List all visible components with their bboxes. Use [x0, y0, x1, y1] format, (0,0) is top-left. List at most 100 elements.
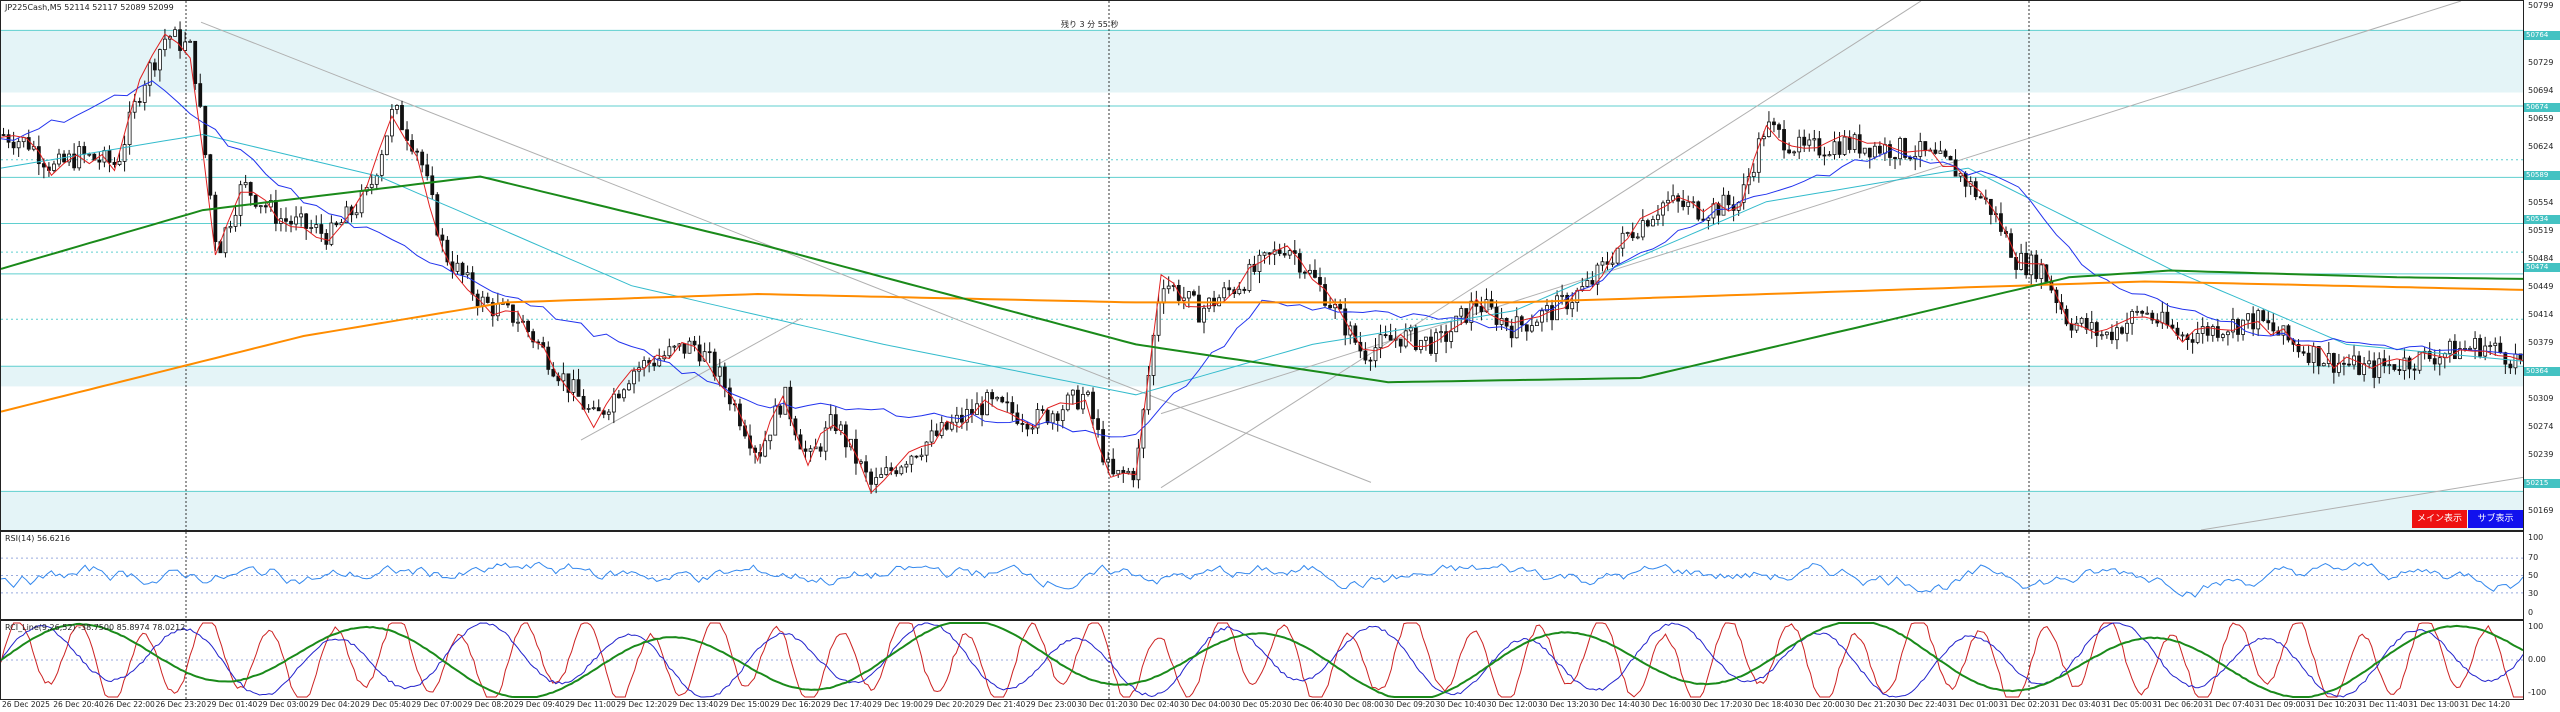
- candle-body: [506, 302, 510, 306]
- candle-body: [1449, 331, 1454, 342]
- candle-body: [213, 194, 218, 243]
- candle-body: [526, 320, 530, 332]
- candle-body: [127, 111, 132, 145]
- candle-body: [1388, 335, 1393, 341]
- time-tick: 30 Dec 09:20: [1384, 700, 1435, 709]
- rci-line-short: [1, 622, 2523, 698]
- candle-body: [1545, 305, 1549, 312]
- candle-body: [2493, 342, 2498, 346]
- support-resistance-zone: [1, 30, 2523, 93]
- candle-body: [1862, 147, 1867, 154]
- ma-line-green: [1, 175, 2523, 384]
- candle-body: [324, 233, 329, 245]
- rci-label: RCI_Line(9,26,52) -38.7500 85.8974 78.02…: [5, 623, 186, 632]
- candle-body: [1807, 139, 1812, 146]
- candle-body: [1872, 145, 1877, 158]
- candle-body: [2498, 342, 2503, 354]
- candle-body: [233, 214, 238, 227]
- candle-body: [2478, 338, 2483, 357]
- candle-body: [1313, 269, 1317, 278]
- candle-body: [1923, 141, 1928, 152]
- candle-body: [1978, 196, 1983, 199]
- candle-body: [924, 441, 929, 456]
- candle-body: [1297, 253, 1302, 273]
- time-tick: 29 Dec 16:20: [770, 700, 821, 709]
- time-tick: 30 Dec 14:40: [1589, 700, 1640, 709]
- sub-display-button[interactable]: サブ表示: [2468, 510, 2523, 528]
- candle-body: [949, 421, 954, 430]
- bar-countdown: 残り 3 分 55 秒: [1061, 20, 1119, 29]
- price-chart-pane[interactable]: JP225Cash,M5 52114 52117 52089 52099 残り …: [0, 0, 2524, 531]
- trend-line: [200, 21, 1372, 483]
- candle-body: [551, 368, 556, 377]
- candle-body: [1429, 336, 1433, 354]
- candle-body: [1600, 261, 1605, 266]
- time-axis[interactable]: 26 Dec 2025 26 Dec 20:40 26 Dec 22:00 26 De…: [0, 700, 2524, 712]
- candle-body: [2251, 313, 2256, 330]
- candle-body: [490, 302, 495, 317]
- candle-body: [1323, 284, 1327, 306]
- candle-body: [319, 224, 324, 234]
- candle-body: [334, 222, 339, 226]
- candle-body: [2094, 322, 2099, 336]
- candle-body: [1938, 150, 1943, 154]
- candle-body: [1787, 149, 1791, 154]
- candle-body: [304, 213, 309, 229]
- candle-body: [1943, 150, 1948, 157]
- candle-body: [1590, 280, 1595, 285]
- rci-pane[interactable]: RCI_Line(9,26,52) -38.7500 85.8974 78.02…: [0, 620, 2524, 700]
- candle-body: [1529, 325, 1534, 332]
- candle-body: [1040, 409, 1045, 411]
- candle-body: [1328, 304, 1332, 309]
- candle-body: [632, 370, 636, 385]
- candle-body: [415, 150, 420, 153]
- candle-body: [970, 409, 974, 415]
- candle-body: [1121, 469, 1126, 474]
- candle-body: [2205, 326, 2210, 336]
- ma-line-orange: [1, 280, 2523, 413]
- trend-line: [1160, 1, 1922, 489]
- level-price-tag: 50674: [2524, 103, 2560, 112]
- level-price-tag: 50589: [2524, 171, 2560, 180]
- candle-body: [2316, 346, 2321, 367]
- candle-body: [692, 340, 697, 346]
- candle-body: [1086, 391, 1090, 395]
- candle-body: [854, 438, 858, 464]
- candle-body: [2190, 339, 2195, 343]
- candle-body: [2226, 331, 2230, 336]
- candle-body: [485, 296, 490, 303]
- candle-body: [1837, 141, 1842, 155]
- candle-body: [652, 362, 657, 367]
- candle-body: [1908, 157, 1913, 160]
- candle-body: [566, 373, 571, 393]
- candle-body: [2407, 357, 2412, 370]
- candle-body: [803, 448, 808, 452]
- candle-body: [248, 182, 253, 196]
- candle-body: [2437, 357, 2442, 365]
- time-tick: 29 Dec 03:00: [258, 700, 309, 709]
- candle-body: [2387, 364, 2392, 366]
- candle-body: [1035, 409, 1040, 429]
- candle-body: [1630, 232, 1635, 239]
- rci-tick: 0.00: [2528, 655, 2546, 664]
- candle-body: [2120, 327, 2124, 334]
- main-display-button[interactable]: メイン表示: [2412, 510, 2467, 528]
- candle-body: [2306, 352, 2311, 363]
- candle-body: [354, 212, 359, 216]
- candle-body: [642, 360, 647, 369]
- price-tick: 50659: [2528, 114, 2554, 123]
- candle-body: [420, 151, 425, 166]
- candle-body: [874, 477, 879, 485]
- ma-line-slow: [1, 133, 2523, 396]
- candle-body: [2079, 317, 2084, 324]
- candle-body: [596, 407, 601, 412]
- rsi-pane[interactable]: RSI(14) 56.6216: [0, 531, 2524, 620]
- time-tick: 26 Dec 2025: [2, 700, 50, 709]
- candle-body: [430, 175, 435, 196]
- time-tick: 30 Dec 21:20: [1845, 700, 1896, 709]
- candle-body: [1661, 202, 1665, 216]
- candle-body: [329, 222, 334, 245]
- candle-body: [1166, 285, 1171, 290]
- candle-body: [899, 466, 904, 475]
- time-tick: 30 Dec 06:40: [1282, 700, 1333, 709]
